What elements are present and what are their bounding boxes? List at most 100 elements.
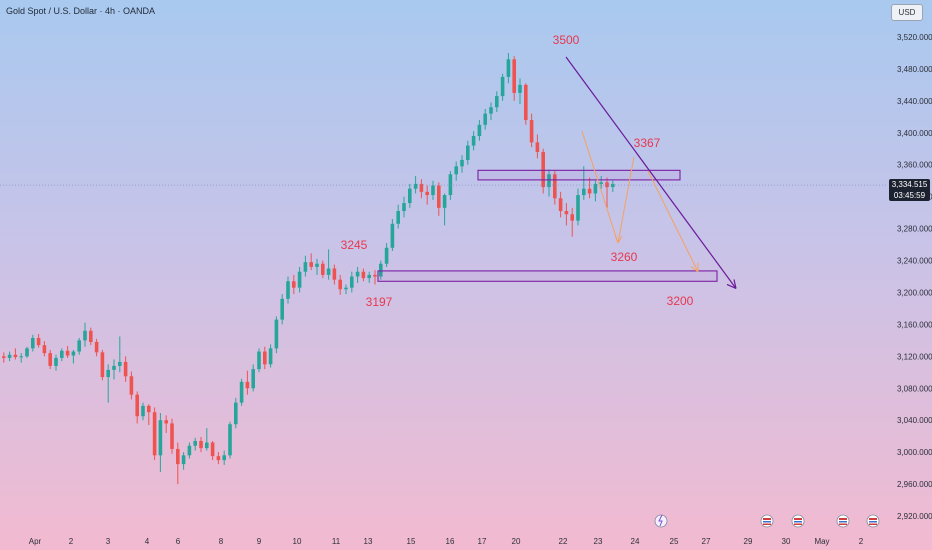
projection-arrow-down-1[interactable]: [581, 131, 619, 244]
candle: [106, 364, 110, 403]
price-zone[interactable]: [377, 270, 718, 282]
candle-body: [512, 59, 516, 93]
candle: [361, 268, 366, 282]
candle-body: [373, 274, 377, 277]
candle-body: [65, 350, 70, 356]
candle-body: [257, 351, 261, 370]
candle: [495, 91, 499, 113]
price-annotation[interactable]: 3260: [611, 250, 638, 264]
y-tick-label: 3,200.000: [897, 288, 932, 297]
candle-body: [350, 276, 354, 288]
currency-badge[interactable]: USD: [891, 4, 923, 21]
candle: [402, 196, 406, 218]
y-tick-label: 3,240.000: [897, 257, 932, 266]
price-annotation[interactable]: 3200: [667, 294, 694, 308]
price-annotation[interactable]: 3367: [634, 136, 661, 150]
candle-body: [216, 456, 221, 461]
candle-body: [7, 354, 12, 358]
candle-body: [71, 351, 76, 356]
x-tick-label: 2: [859, 537, 864, 546]
candle: [599, 175, 603, 189]
candle-body: [2, 356, 6, 358]
candle-body: [506, 59, 511, 77]
descending-trendline[interactable]: [565, 56, 737, 289]
projection-arrow-up[interactable]: [617, 156, 635, 244]
economic-calendar-icon[interactable]: [866, 514, 880, 528]
candle: [541, 148, 545, 194]
y-tick-label: 3,160.000: [897, 320, 932, 329]
price-annotation[interactable]: 3245: [341, 238, 368, 252]
candle: [89, 327, 93, 346]
price-annotation[interactable]: 3500: [553, 33, 580, 47]
candle: [419, 179, 424, 199]
candle: [547, 169, 551, 197]
candle: [292, 274, 296, 295]
x-tick-label: 2: [69, 537, 74, 546]
x-tick-label: 23: [594, 537, 603, 546]
candle: [500, 73, 505, 101]
candle: [431, 180, 435, 200]
x-tick-label: 6: [176, 537, 181, 546]
candle-body: [570, 214, 574, 221]
calendar-icons: [654, 514, 880, 528]
candle-body: [297, 271, 302, 288]
candle: [210, 440, 215, 461]
candle-body: [361, 271, 366, 279]
x-tick-label: 30: [782, 537, 791, 546]
candle: [48, 349, 52, 370]
economic-calendar-icon[interactable]: [836, 514, 850, 528]
candle-body: [123, 361, 128, 377]
candle: [280, 294, 284, 325]
candle-body: [442, 195, 447, 208]
candle: [448, 171, 453, 200]
current-price-tag: 3,334.515 03:45:59: [889, 179, 930, 201]
candle-body: [483, 113, 487, 125]
candle: [605, 177, 609, 208]
candle-body: [129, 376, 134, 395]
economic-calendar-icon[interactable]: [791, 514, 805, 528]
economic-calendar-icon[interactable]: [760, 514, 774, 528]
candle: [257, 348, 261, 373]
y-axis[interactable]: 3,520.000 3,480.000 3,440.000 3,400.000 3,36…: [897, 33, 932, 521]
candle: [587, 177, 592, 199]
candle: [187, 442, 192, 459]
candle-body: [31, 337, 35, 349]
candle-body: [60, 350, 64, 358]
price-zone[interactable]: [477, 169, 681, 181]
candle-body: [89, 330, 93, 342]
candle: [7, 351, 12, 362]
candle-body: [135, 394, 139, 417]
candle: [205, 428, 209, 451]
x-tick-label: 20: [512, 537, 521, 546]
x-tick-label: 13: [364, 537, 373, 546]
candle-body: [54, 357, 58, 366]
projection-arrow-down-2[interactable]: [647, 170, 699, 272]
candle: [332, 264, 337, 285]
candle-body: [396, 211, 400, 224]
candle-body: [553, 174, 557, 199]
x-tick-label: 29: [744, 537, 753, 546]
candle-body: [158, 420, 163, 456]
x-tick-label: 27: [702, 537, 711, 546]
candle-body: [228, 424, 232, 456]
candle-body: [321, 263, 325, 275]
candle: [582, 166, 586, 200]
candle: [129, 371, 134, 400]
x-tick-label: 3: [106, 537, 111, 546]
x-axis[interactable]: Apr 2 3 4 6 8 9 10 11 13 15 16 17 20 22 23 24 25 27 29 30 May…: [29, 537, 864, 546]
symbol-title[interactable]: Gold Spot / U.S. Dollar · 4h · OANDA: [6, 6, 156, 16]
candle: [350, 271, 354, 293]
lightning-event-icon[interactable]: [654, 514, 668, 528]
candle: [251, 364, 255, 392]
candle-body: [141, 405, 145, 417]
y-tick-label: 3,000.000: [897, 448, 932, 457]
candle-body: [547, 174, 551, 188]
candle-body: [181, 455, 186, 465]
candle-body: [164, 420, 168, 424]
candle: [112, 359, 116, 380]
candle: [25, 346, 29, 358]
price-annotation[interactable]: 3197: [366, 295, 393, 309]
candle-body: [541, 151, 545, 188]
